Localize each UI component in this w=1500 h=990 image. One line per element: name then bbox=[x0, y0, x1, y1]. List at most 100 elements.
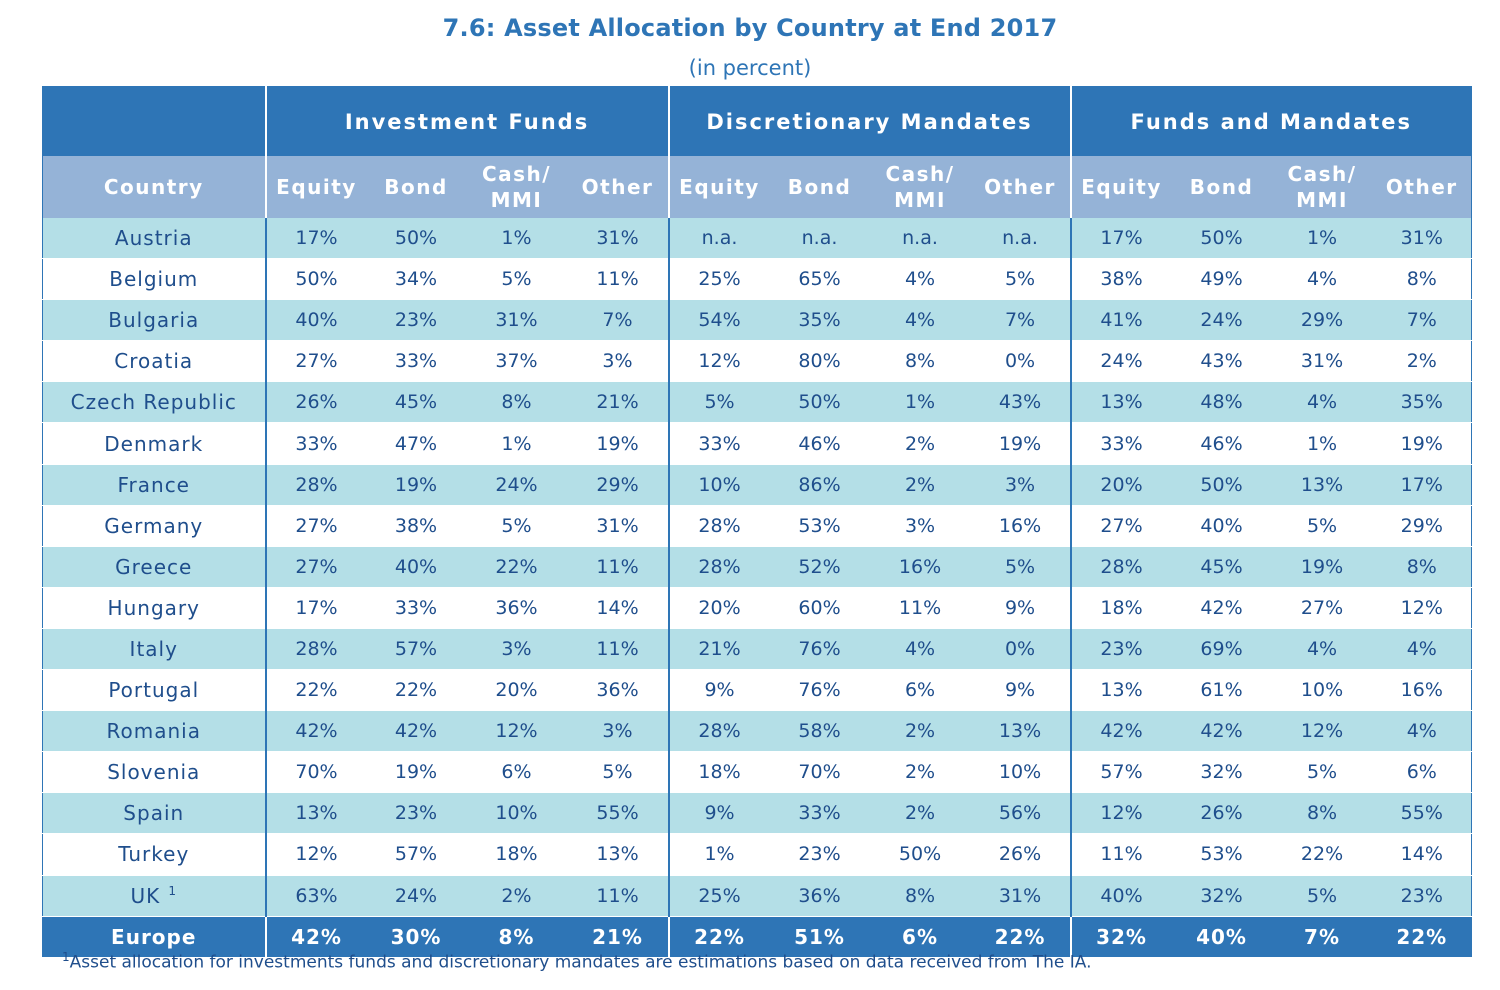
value-cell: 49% bbox=[1171, 258, 1272, 301]
value-cell: 0% bbox=[970, 340, 1071, 383]
value-cell: 5% bbox=[667, 381, 770, 424]
value-cell: 25% bbox=[667, 875, 770, 917]
value-cell: 46% bbox=[1171, 422, 1272, 465]
value-cell: 17% bbox=[1372, 464, 1472, 506]
country-cell: Denmark bbox=[42, 422, 266, 465]
value-cell: 86% bbox=[769, 464, 870, 506]
value-cell: 21% bbox=[667, 628, 770, 671]
value-cell: 25% bbox=[667, 258, 770, 301]
value-cell: 12% bbox=[264, 833, 367, 876]
total-value-cell: 6% bbox=[869, 916, 971, 958]
value-cell: 19% bbox=[1271, 546, 1373, 588]
country-name: Greece bbox=[115, 554, 193, 579]
value-cell: 7% bbox=[567, 299, 669, 342]
value-cell: 11% bbox=[567, 546, 669, 588]
total-value-cell: 7% bbox=[1271, 916, 1373, 958]
value-cell: 2% bbox=[869, 792, 971, 835]
value-cell: 50% bbox=[366, 218, 466, 260]
value-cell: 50% bbox=[1171, 464, 1272, 506]
country-cell: Greece bbox=[42, 546, 266, 588]
column-header-equity: Equity bbox=[264, 156, 367, 218]
country-name: UK bbox=[130, 883, 161, 908]
value-cell: 11% bbox=[869, 587, 971, 629]
value-cell: 34% bbox=[366, 258, 466, 301]
value-cell: 76% bbox=[769, 628, 870, 671]
value-cell: 70% bbox=[264, 751, 367, 794]
value-cell: 14% bbox=[567, 587, 669, 629]
value-cell: 16% bbox=[1372, 669, 1472, 712]
country-name: Belgium bbox=[109, 267, 199, 292]
country-name: Czech Republic bbox=[70, 390, 237, 415]
table-row: Greece 27% 40% 22% 11% 28% 52% 16% 5% 28% 45% 19% 8% bbox=[42, 546, 1472, 588]
value-cell: 4% bbox=[869, 299, 971, 342]
value-cell: 3% bbox=[970, 464, 1071, 506]
country-name: Spain bbox=[123, 801, 185, 826]
value-cell: 33% bbox=[366, 340, 466, 383]
value-cell: 8% bbox=[1372, 258, 1472, 301]
value-cell: 65% bbox=[769, 258, 870, 301]
value-cell: 27% bbox=[264, 505, 367, 547]
value-cell: 48% bbox=[1171, 381, 1272, 424]
total-value-cell: 8% bbox=[465, 916, 568, 958]
value-cell: 24% bbox=[1069, 340, 1172, 383]
total-value-cell: 32% bbox=[1069, 916, 1172, 958]
value-cell: 13% bbox=[1069, 669, 1172, 712]
value-cell: 29% bbox=[567, 464, 669, 506]
total-value-cell: 42% bbox=[264, 916, 367, 958]
value-cell: 3% bbox=[465, 628, 568, 671]
value-cell: 4% bbox=[1271, 258, 1373, 301]
column-header-label: Other bbox=[1385, 175, 1458, 199]
footnote-text: Asset allocation for investments funds a… bbox=[69, 952, 1092, 973]
value-cell: 14% bbox=[1372, 833, 1472, 876]
country-name: Portugal bbox=[108, 678, 200, 703]
value-cell: 40% bbox=[264, 299, 367, 342]
value-cell: 19% bbox=[366, 751, 466, 794]
value-cell: 33% bbox=[366, 587, 466, 629]
column-header-bond: Bond bbox=[366, 156, 466, 218]
value-cell: 23% bbox=[1069, 628, 1172, 671]
column-header-label: Equity bbox=[276, 175, 357, 199]
value-cell: 19% bbox=[567, 422, 669, 465]
value-cell: 58% bbox=[769, 710, 870, 753]
country-cell: France bbox=[42, 464, 266, 506]
column-header-label: Bond bbox=[787, 175, 852, 199]
value-cell: 26% bbox=[970, 833, 1071, 876]
value-cell: 5% bbox=[567, 751, 669, 794]
value-cell: 23% bbox=[366, 299, 466, 342]
value-cell: 33% bbox=[667, 422, 770, 465]
value-cell: 38% bbox=[1069, 258, 1172, 301]
country-name: Slovenia bbox=[107, 760, 201, 785]
value-cell: 9% bbox=[970, 669, 1071, 712]
column-header-other: Other bbox=[567, 156, 669, 218]
value-cell: 12% bbox=[667, 340, 770, 383]
value-cell: 10% bbox=[1271, 669, 1373, 712]
value-cell: 18% bbox=[1069, 587, 1172, 629]
value-cell: 5% bbox=[1271, 875, 1373, 917]
value-cell: 23% bbox=[769, 833, 870, 876]
total-label: Europe bbox=[42, 916, 266, 958]
footnote: 1Asset allocation for investments funds … bbox=[62, 950, 1092, 973]
value-cell: 22% bbox=[366, 669, 466, 712]
value-cell: 27% bbox=[1069, 505, 1172, 547]
value-cell: 2% bbox=[869, 710, 971, 753]
value-cell: 2% bbox=[465, 875, 568, 917]
value-cell: 23% bbox=[366, 792, 466, 835]
table-row: Austria 17% 50% 1% 31% n.a. n.a. n.a. n.a. 17% 50%… bbox=[42, 218, 1472, 260]
value-cell: 20% bbox=[667, 587, 770, 629]
value-cell: 12% bbox=[1271, 710, 1373, 753]
value-cell: 4% bbox=[1372, 628, 1472, 671]
value-cell: 52% bbox=[769, 546, 870, 588]
value-cell: 29% bbox=[1271, 299, 1373, 342]
total-value-cell: 22% bbox=[1372, 916, 1472, 958]
country-footnote-mark: 1 bbox=[168, 883, 177, 898]
value-cell: 40% bbox=[1069, 875, 1172, 917]
value-cell: 8% bbox=[465, 381, 568, 424]
value-cell: 5% bbox=[970, 546, 1071, 588]
value-cell: 10% bbox=[667, 464, 770, 506]
value-cell: 76% bbox=[769, 669, 870, 712]
total-row: Europe 42% 30% 8% 21% 22% 51% 6% 22% 32% 40% 7% 22% bbox=[42, 916, 1472, 958]
value-cell: 40% bbox=[1171, 505, 1272, 547]
value-cell: 28% bbox=[264, 628, 367, 671]
value-cell: 20% bbox=[1069, 464, 1172, 506]
value-cell: 42% bbox=[1171, 710, 1272, 753]
